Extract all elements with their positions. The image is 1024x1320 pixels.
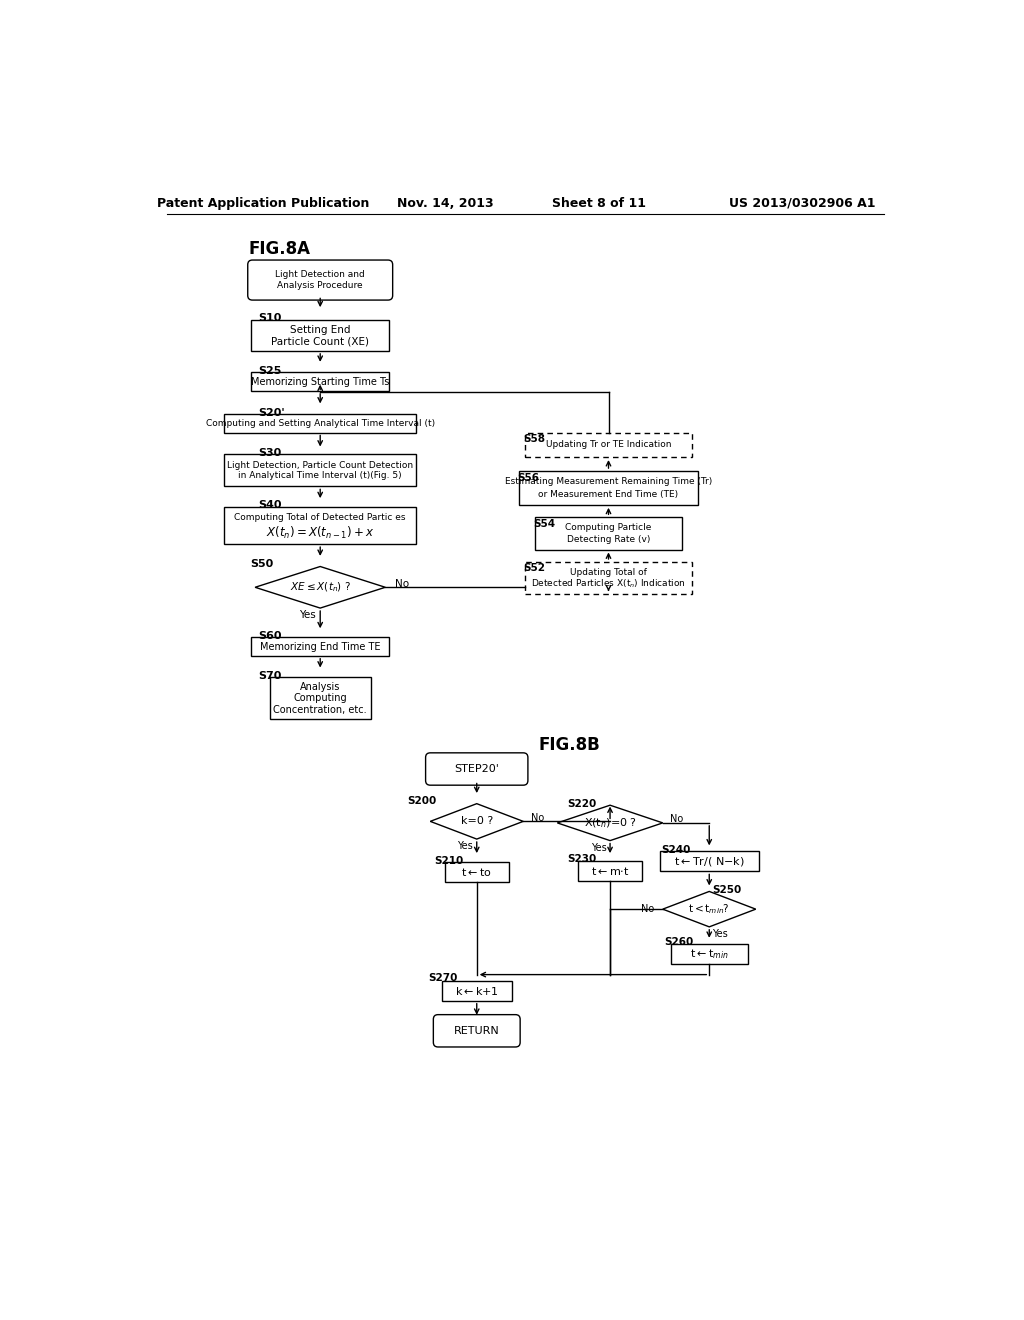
FancyBboxPatch shape (248, 260, 392, 300)
Bar (518, 471, 698, 506)
Text: S54: S54 (534, 519, 555, 529)
Bar (579, 861, 642, 880)
Text: STEP20': STEP20' (455, 764, 499, 774)
Text: No: No (641, 904, 654, 915)
Bar (525, 433, 692, 457)
Text: Memorizing Starting Time Ts: Memorizing Starting Time Ts (251, 376, 389, 387)
Text: Computing and Setting Analytical Time Interval (t): Computing and Setting Analytical Time In… (206, 418, 435, 428)
Text: No: No (395, 579, 410, 589)
Text: S240: S240 (662, 845, 690, 855)
Text: $XE \leq X(t_n)$ ?: $XE \leq X(t_n)$ ? (290, 581, 351, 594)
Text: S30: S30 (258, 447, 282, 458)
Text: S60: S60 (258, 631, 282, 640)
Text: Light Detection and
Analysis Procedure: Light Detection and Analysis Procedure (275, 271, 366, 290)
Text: S56: S56 (517, 473, 539, 483)
Bar (535, 517, 682, 549)
Text: S250: S250 (713, 884, 741, 895)
Text: Yes: Yes (299, 610, 316, 620)
Bar (659, 851, 759, 871)
Bar (224, 507, 417, 544)
Text: Yes: Yes (591, 842, 606, 853)
Text: Computing Total of Detected Partic es: Computing Total of Detected Partic es (234, 513, 406, 523)
Text: or Measurement End Time (TE): or Measurement End Time (TE) (539, 490, 679, 499)
Text: X(t$_n$)=0 ?: X(t$_n$)=0 ? (584, 816, 637, 830)
Text: Analysis
Computing
Concentration, etc.: Analysis Computing Concentration, etc. (273, 681, 367, 714)
Text: Yes: Yes (458, 841, 473, 851)
Text: t$\leftarrow$Tr$/$( N$-$k): t$\leftarrow$Tr$/$( N$-$k) (674, 855, 744, 869)
Text: S270: S270 (429, 973, 458, 983)
Text: Detected Particles X(t$_n$) Indication: Detected Particles X(t$_n$) Indication (531, 578, 686, 590)
Text: Computing Particle: Computing Particle (565, 524, 651, 532)
Bar (525, 562, 692, 594)
Text: Light Detection, Particle Count Detection
in Analytical Time Interval (t)(Fig. 5: Light Detection, Particle Count Detectio… (227, 461, 414, 480)
Text: Detecting Rate (v): Detecting Rate (v) (567, 535, 650, 544)
Text: Estimating Measurement Remaining Time (Tr): Estimating Measurement Remaining Time (T… (505, 478, 712, 486)
Text: Setting End
Particle Count (XE): Setting End Particle Count (XE) (271, 325, 370, 346)
Text: t$\leftarrow$m$\cdot$t: t$\leftarrow$m$\cdot$t (591, 865, 630, 876)
Text: k$\leftarrow$k$+$1: k$\leftarrow$k$+$1 (455, 985, 499, 997)
Text: S200: S200 (407, 796, 436, 807)
Text: S50: S50 (251, 560, 273, 569)
Polygon shape (255, 566, 385, 609)
Text: t$\leftarrow$t$_{min}$: t$\leftarrow$t$_{min}$ (690, 946, 728, 961)
Bar (251, 372, 389, 391)
Polygon shape (663, 891, 756, 927)
Text: t$<$t$_{min}$?: t$<$t$_{min}$? (688, 903, 730, 916)
Text: Updating Total of: Updating Total of (570, 568, 647, 577)
Text: No: No (530, 813, 544, 822)
Polygon shape (557, 805, 663, 841)
Bar (224, 414, 417, 433)
Text: S70: S70 (258, 671, 282, 681)
Text: k=0 ?: k=0 ? (461, 816, 493, 826)
Bar (224, 454, 417, 487)
Text: Memorizing End Time TE: Memorizing End Time TE (260, 642, 381, 652)
Text: Yes: Yes (713, 929, 728, 939)
Bar (270, 677, 371, 719)
Bar (445, 862, 509, 882)
Bar (442, 981, 512, 1001)
Text: RETURN: RETURN (454, 1026, 500, 1036)
Text: S10: S10 (258, 313, 282, 323)
Polygon shape (430, 804, 523, 840)
Text: S220: S220 (567, 799, 597, 809)
Text: S260: S260 (665, 937, 693, 948)
Bar (251, 638, 389, 656)
Text: t$\leftarrow$to: t$\leftarrow$to (462, 866, 493, 878)
FancyBboxPatch shape (433, 1015, 520, 1047)
Text: Patent Application Publication: Patent Application Publication (158, 197, 370, 210)
Text: US 2013/0302906 A1: US 2013/0302906 A1 (729, 197, 876, 210)
Text: S52: S52 (523, 564, 546, 573)
Text: Nov. 14, 2013: Nov. 14, 2013 (397, 197, 494, 210)
Text: FIG.8A: FIG.8A (248, 240, 310, 259)
Text: Updating Tr or TE Indication: Updating Tr or TE Indication (546, 441, 672, 449)
Text: $X(t_n) = X(t_{n-1}) + x$: $X(t_n) = X(t_{n-1}) + x$ (266, 524, 375, 541)
Text: Sheet 8 of 11: Sheet 8 of 11 (552, 197, 646, 210)
Text: S25: S25 (258, 366, 282, 376)
Text: S58: S58 (523, 434, 546, 444)
Text: No: No (670, 814, 683, 824)
Bar (671, 944, 748, 964)
Text: S230: S230 (567, 854, 597, 865)
Text: S210: S210 (434, 855, 464, 866)
Text: FIG.8B: FIG.8B (539, 737, 600, 754)
Bar (251, 321, 389, 351)
FancyBboxPatch shape (426, 752, 528, 785)
Text: S40: S40 (258, 500, 282, 510)
Text: S20': S20' (258, 408, 285, 417)
